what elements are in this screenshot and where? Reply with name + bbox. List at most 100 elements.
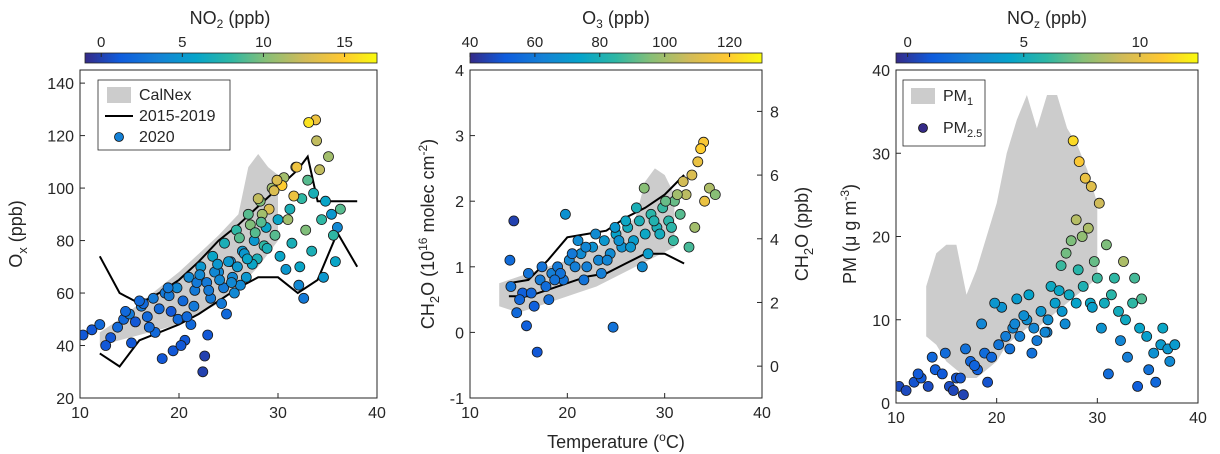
data-point bbox=[100, 340, 112, 351]
data-point bbox=[226, 277, 237, 288]
data-point bbox=[525, 287, 537, 299]
data-point bbox=[609, 221, 621, 233]
data-point bbox=[620, 215, 632, 227]
data-point bbox=[268, 185, 280, 197]
data-point bbox=[504, 254, 516, 266]
x-tick-label: 20 bbox=[558, 405, 576, 422]
data-point bbox=[216, 298, 228, 309]
data-point bbox=[523, 267, 534, 279]
y-ticks-right-ch2o: 0 2 4 6 8 bbox=[757, 104, 779, 376]
data-point bbox=[1035, 305, 1047, 317]
data-point bbox=[233, 232, 245, 244]
x-tick-label: 10 bbox=[887, 410, 905, 427]
data-point bbox=[156, 353, 168, 365]
data-point bbox=[1136, 293, 1147, 305]
data-point bbox=[1164, 355, 1176, 367]
data-point bbox=[288, 190, 300, 202]
data-point bbox=[648, 215, 660, 227]
data-point bbox=[311, 135, 323, 147]
colorbar-o3-ticks: 40 60 80 100 120 bbox=[462, 34, 742, 57]
data-point bbox=[1014, 330, 1026, 342]
data-point bbox=[601, 254, 613, 266]
data-point bbox=[505, 281, 517, 292]
data-point bbox=[329, 256, 341, 268]
data-point bbox=[188, 300, 200, 312]
x-ticks-ch2o: 10 20 30 40 bbox=[461, 393, 771, 422]
y-axis-label-right-ch2o: CH2O (ppb) bbox=[792, 187, 816, 281]
y-right-tick-label: 0 bbox=[770, 359, 779, 376]
data-point bbox=[143, 321, 155, 333]
data-point bbox=[1000, 330, 1012, 342]
data-point bbox=[1141, 330, 1153, 342]
y-ticks-pm: 0 10 20 30 40 bbox=[872, 63, 901, 413]
data-point bbox=[625, 241, 636, 253]
data-point bbox=[177, 295, 189, 307]
colorbar-no2-label: NO2 (ppb) bbox=[190, 8, 271, 31]
data-point bbox=[199, 350, 211, 362]
data-point bbox=[207, 250, 219, 262]
data-point bbox=[642, 248, 654, 260]
axes-box-ox bbox=[79, 69, 378, 399]
data-point bbox=[1118, 256, 1129, 267]
data-point bbox=[955, 372, 966, 384]
data-point bbox=[1055, 260, 1067, 272]
data-point bbox=[960, 343, 971, 355]
panel-ox: 0 5 10 15 NO2 (ppb) 10 20 30 40 20406080100120… bbox=[6, 8, 386, 422]
data-point bbox=[1018, 310, 1030, 322]
data-point bbox=[242, 208, 254, 220]
colorbar-tick-label: 10 bbox=[255, 34, 272, 51]
data-point bbox=[939, 347, 951, 359]
data-point bbox=[581, 261, 593, 273]
data-point bbox=[660, 195, 671, 207]
data-point bbox=[1103, 368, 1114, 380]
x-tick-label: 40 bbox=[368, 405, 386, 422]
y-tick-label: 40 bbox=[56, 339, 74, 356]
data-point bbox=[1059, 318, 1071, 330]
data-point bbox=[300, 224, 312, 236]
data-point bbox=[1106, 289, 1117, 301]
colorbar-tick-label: 5 bbox=[1020, 34, 1028, 51]
axes-box-ch2o bbox=[469, 69, 763, 399]
x-ticks-ox: 10 20 30 40 bbox=[71, 393, 386, 422]
colorbar-noz-label: NOz (ppb) bbox=[1007, 8, 1087, 31]
data-point bbox=[197, 366, 209, 378]
data-point bbox=[280, 263, 292, 275]
data-point bbox=[255, 216, 267, 228]
legend-2015-2019: 2015-2019 bbox=[139, 108, 216, 125]
data-point bbox=[689, 221, 701, 233]
data-point bbox=[234, 279, 246, 291]
data-point bbox=[271, 174, 283, 186]
data-point bbox=[302, 174, 314, 186]
data-point bbox=[306, 245, 318, 257]
y-tick-label: 20 bbox=[56, 391, 74, 408]
data-point bbox=[303, 117, 315, 128]
legend-ox: CalNex 2015-2019 2020 bbox=[97, 79, 231, 151]
points-2020 bbox=[80, 114, 346, 378]
legend-swatch-pm25 bbox=[918, 123, 928, 133]
data-point bbox=[291, 161, 303, 173]
data-point bbox=[240, 271, 252, 283]
y-tick-label: 3 bbox=[455, 129, 464, 146]
data-point bbox=[1093, 197, 1105, 209]
y-tick-label: 0 bbox=[881, 396, 890, 413]
data-point bbox=[1086, 301, 1098, 313]
data-point bbox=[926, 351, 938, 363]
data-point bbox=[167, 345, 179, 357]
legend-swatch-pm1 bbox=[911, 88, 935, 104]
data-point bbox=[269, 229, 281, 241]
data-point bbox=[613, 235, 625, 247]
y-axis-label-ox: Ox (ppb) bbox=[6, 200, 30, 268]
data-point bbox=[1109, 272, 1120, 284]
data-point bbox=[569, 261, 581, 273]
data-point bbox=[683, 241, 695, 253]
data-point bbox=[677, 176, 689, 187]
data-point bbox=[1115, 335, 1126, 347]
data-point bbox=[318, 271, 329, 283]
x-tick-label: 30 bbox=[1088, 410, 1106, 427]
y-tick-label: 1 bbox=[455, 260, 464, 277]
data-point bbox=[1053, 285, 1065, 297]
colorbar-tick-label: 5 bbox=[178, 34, 186, 51]
colorbar-tick-label: 0 bbox=[97, 34, 105, 51]
data-point bbox=[692, 156, 704, 168]
